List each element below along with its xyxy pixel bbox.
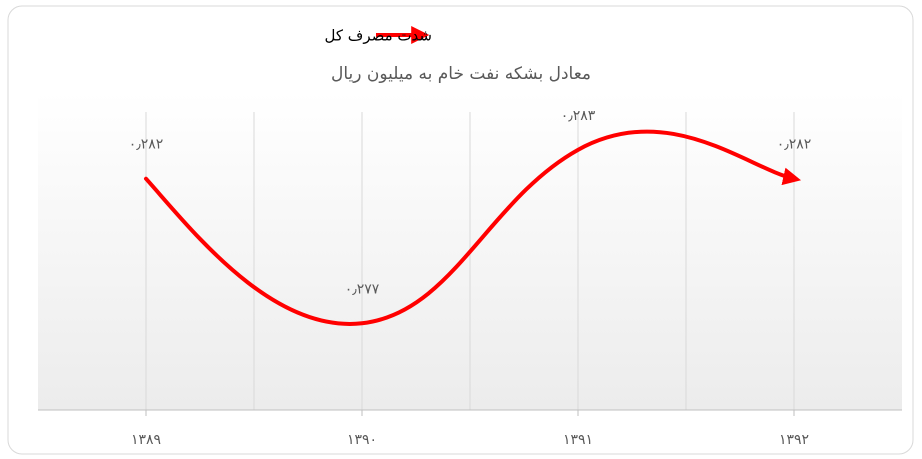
legend-label: شدت مصرف کل [325, 27, 432, 45]
data-label: ۰٫۲۸۲ [777, 137, 812, 153]
x-tick-label: ۱۳۹۲ [779, 432, 809, 448]
x-tick-label: ۱۳۹۱ [563, 432, 593, 448]
data-label: ۰٫۲۷۷ [345, 281, 380, 297]
data-label: ۰٫۲۸۲ [129, 137, 164, 153]
x-tick-label: ۱۳۸۹ [131, 432, 161, 448]
data-label: ۰٫۲۸۳ [561, 108, 596, 124]
x-tick-label: ۱۳۹۰ [347, 432, 377, 448]
line [144, 129, 802, 326]
chart-subtitle: معادل بشکه نفت خام به میلیون ریال [331, 64, 591, 84]
